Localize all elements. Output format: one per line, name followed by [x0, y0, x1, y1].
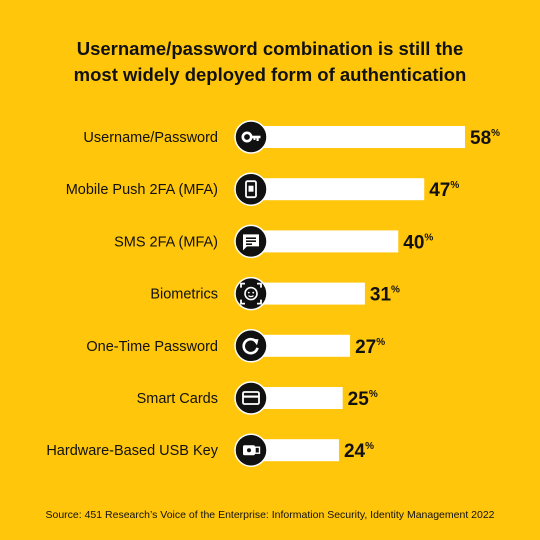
bar-row: One-Time Password 27%: [86, 329, 385, 363]
category-label: One-Time Password: [86, 339, 218, 355]
value-label: 47%: [429, 180, 459, 201]
mobile-phone-icon: [234, 172, 268, 206]
refresh-icon: [234, 329, 268, 363]
value-label: 27%: [355, 337, 385, 358]
bar-row: Mobile Push 2FA (MFA) 47%: [66, 172, 459, 206]
category-label: SMS 2FA (MFA): [114, 234, 218, 250]
title-line-2: most widely deployed form of authenticat…: [73, 64, 467, 85]
bar-row: Smart Cards 25%: [137, 381, 378, 415]
bar-row: Username/Password 58%: [83, 120, 500, 154]
chat-message-icon: [234, 224, 268, 259]
source-note: Source: 451 Research’s Voice of the Ente…: [45, 509, 495, 521]
bar: [250, 387, 343, 409]
category-label: Username/Password: [83, 130, 218, 146]
bar-row: Hardware-Based USB Key 24%: [46, 433, 374, 467]
value-label: 40%: [403, 232, 433, 253]
value-label: 31%: [370, 285, 400, 306]
bar: [250, 178, 425, 201]
bar-row: SMS 2FA (MFA) 40%: [114, 224, 433, 259]
face-scan-icon: [234, 276, 268, 311]
bar: [250, 230, 399, 253]
title-line-1: Username/password combination is still t…: [76, 38, 464, 59]
value-label: 58%: [470, 128, 500, 149]
credit-card-icon: [234, 381, 268, 415]
bar: [250, 439, 339, 462]
category-label: Biometrics: [150, 287, 218, 303]
bar-row: Biometrics 31%: [150, 276, 400, 311]
chart-title: Username/password combination is still t…: [0, 36, 540, 88]
value-label: 24%: [344, 441, 374, 462]
bar: [250, 282, 365, 305]
category-label: Smart Cards: [137, 391, 218, 407]
category-label: Hardware-Based USB Key: [46, 443, 218, 459]
bar: [250, 126, 465, 148]
usb-key-icon: [234, 433, 268, 467]
bar: [250, 334, 351, 357]
category-label: Mobile Push 2FA (MFA): [66, 182, 218, 198]
value-label: 25%: [348, 389, 378, 410]
key-icon: [234, 120, 268, 154]
